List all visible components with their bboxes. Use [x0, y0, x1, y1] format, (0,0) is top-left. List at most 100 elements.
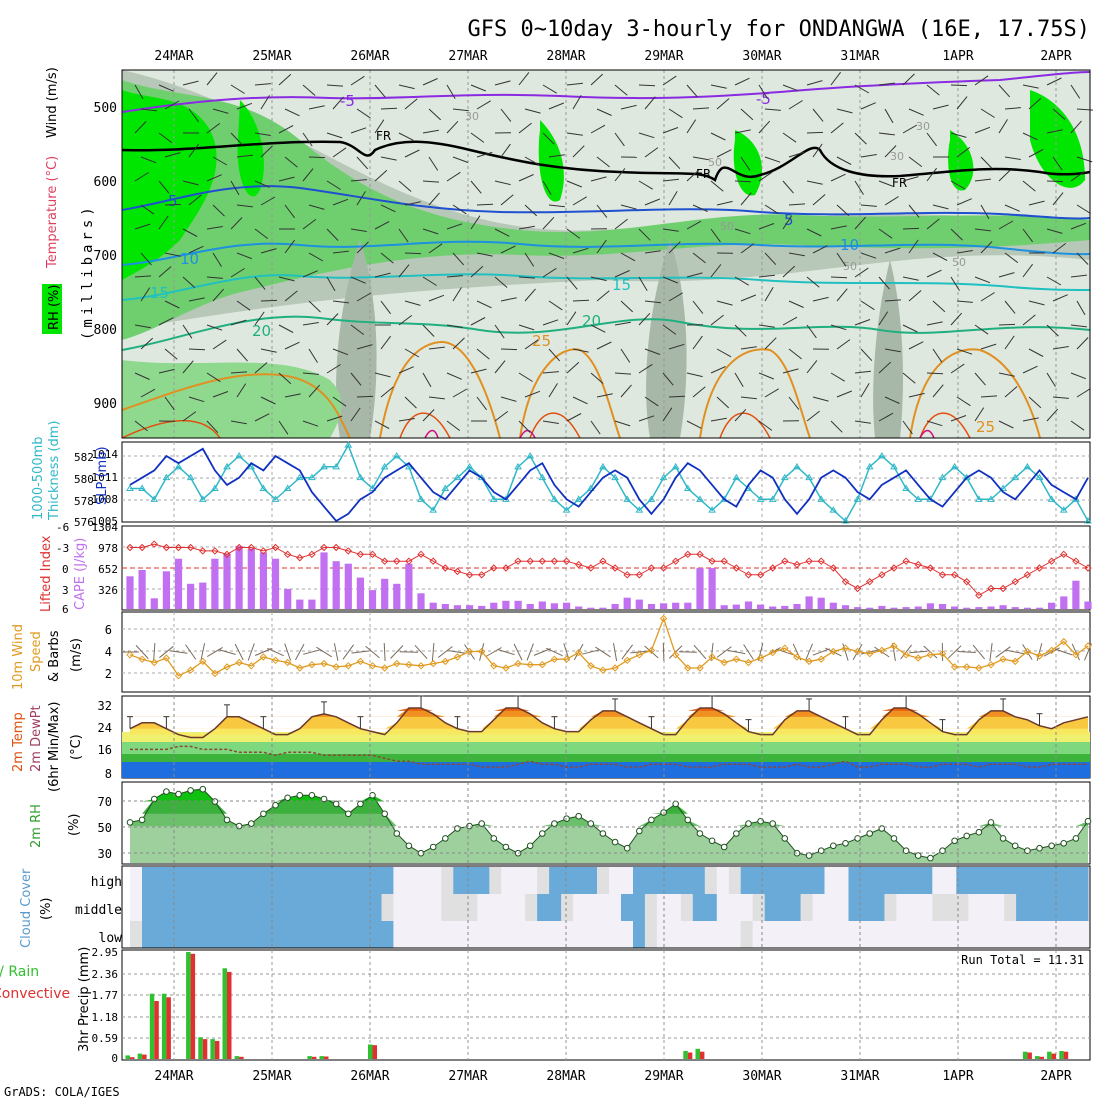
wind-speed-point: [950, 663, 959, 671]
wind-speed-point: [987, 660, 995, 669]
cloud-cell: [513, 894, 526, 921]
cloud-cell: [1076, 921, 1089, 948]
upper-wind-barb: [356, 292, 372, 302]
top-date-label: 29MAR: [644, 49, 683, 64]
upper-wind-barb: [764, 204, 779, 215]
upper-wind-barb: [452, 108, 469, 112]
wind-speed-point: [538, 660, 547, 669]
cloud-cell: [992, 921, 1005, 948]
wind-barb: [716, 646, 732, 658]
upper-wind-barb: [134, 324, 151, 329]
upper-wind-barb: [278, 420, 289, 435]
upper-wind-barb: [566, 132, 583, 136]
upper-wind-barb: [140, 252, 152, 266]
wind-barb: [185, 644, 197, 660]
upper-wind-barb: [422, 276, 437, 286]
wind-speed-point: [587, 662, 595, 670]
upper-wind-barb: [188, 194, 202, 206]
rh2m-label: (%): [67, 814, 82, 837]
precip-series: [125, 952, 1069, 1059]
upper-wind-barb: [548, 102, 564, 110]
upper-wind-barb: [614, 132, 625, 147]
cloud-cell: [824, 921, 837, 948]
upper-wind-barb: [470, 132, 485, 143]
chart-title: GFS 0~10day 3-hourly for ONDANGWA (16E, …: [467, 17, 1090, 42]
cape-tick: 978: [98, 542, 118, 555]
upper-wind-barb: [302, 218, 317, 230]
cape-bar: [162, 571, 170, 609]
upper-wind-barb: [446, 223, 463, 230]
upper-wind-barb: [236, 204, 253, 208]
upper-wind-barb: [326, 180, 341, 190]
lifted-index-point: [890, 564, 898, 572]
upper-wind-barb: [974, 75, 989, 86]
lifted-index-point: [562, 557, 571, 565]
precip-label: 3hr Precip (mm): [77, 947, 92, 1052]
top-date-label: 31MAR: [840, 49, 879, 64]
cloud-cell: [1040, 894, 1053, 921]
lifted-index-point: [441, 564, 449, 572]
cloud-cell: [633, 867, 646, 894]
cape-bar: [781, 605, 789, 609]
upper-air-panel: -5 FR 5 10 15 20 25 -5 FR 5 10 15 20 25 …: [42, 67, 1094, 439]
upper-wind-barb: [884, 108, 894, 124]
cape-bar: [417, 593, 425, 609]
upper-wind-barb: [614, 321, 631, 326]
upper-wind-barb: [806, 410, 820, 422]
upper-wind-barb: [668, 108, 683, 119]
precip-tick: 1.18: [92, 1011, 119, 1024]
upper-wind-barb: [356, 108, 371, 119]
upper-wind-barb: [1028, 200, 1045, 206]
wind-barb: [957, 651, 976, 653]
rh-shade-green: [122, 90, 217, 280]
cloud-cell: [165, 894, 179, 921]
upper-wind-barb: [518, 276, 536, 279]
upper-wind-barb: [350, 276, 366, 284]
cape-bar: [744, 601, 753, 609]
upper-wind-barb: [902, 324, 918, 333]
upper-wind-barb: [278, 372, 292, 385]
cloud-cell: [429, 867, 442, 894]
cloud-cell: [417, 867, 430, 894]
rh-point: [478, 820, 486, 827]
lifted-index-point: [1084, 564, 1092, 572]
cape-bar: [647, 604, 656, 609]
upper-wind-barb: [692, 252, 706, 264]
rh-point: [163, 788, 170, 795]
upper-wind-barb: [878, 82, 895, 86]
upper-wind-barb: [590, 420, 601, 435]
upper-ytick: 500: [94, 101, 117, 116]
upper-wind-barb: [524, 156, 540, 166]
cape-bar: [356, 577, 364, 609]
upper-wind-barb: [950, 415, 967, 422]
cloud-cell: [321, 867, 335, 894]
cloud-cell: [225, 921, 239, 948]
cloud-cell: [944, 867, 957, 894]
lifted-index-point: [223, 550, 231, 559]
upper-wind-barb: [254, 276, 266, 290]
cloud-cell: [177, 894, 191, 921]
cloud-cell: [860, 867, 873, 894]
thickness-point: [235, 452, 244, 459]
wind-speed-point: [429, 659, 437, 668]
upper-wind-barb: [884, 299, 902, 302]
thickness-point: [574, 495, 583, 502]
lifted-index-point: [756, 571, 765, 579]
thickness-point: [368, 484, 377, 491]
cloud-cell: [872, 867, 885, 894]
upper-yaxis: 500 600 700 800 900: [94, 101, 117, 412]
upper-wind-barb: [1022, 314, 1036, 326]
cloud-cell: [573, 921, 586, 948]
lifted-index-point: [126, 543, 134, 552]
upper-wind-barb: [1070, 222, 1087, 230]
wind-barb: [947, 645, 962, 659]
upper-wind-barb: [422, 409, 435, 422]
slp-label: SLP (mb): [95, 446, 110, 505]
cloud-cell: [1064, 921, 1077, 948]
upper-wind-barb: [830, 122, 844, 134]
upper-wind-barb: [1070, 171, 1085, 182]
wind-barb: [812, 648, 830, 656]
upper-wind-barb: [326, 364, 341, 374]
wind-speed-point: [926, 651, 935, 659]
